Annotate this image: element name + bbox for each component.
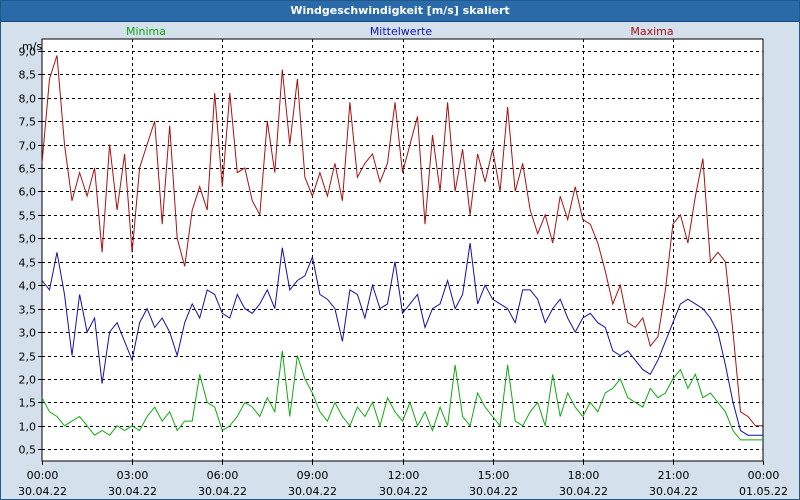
y-tick-label: 4,0 <box>19 280 37 293</box>
y-tick-label: 8,0 <box>19 93 37 106</box>
x-tick-label-date: 01.05.22 <box>739 485 788 498</box>
chart-title: Windgeschwindigkeit [m/s] skaliert <box>1 1 799 22</box>
x-tick-label-date: 30.04.22 <box>18 485 67 498</box>
y-tick-label: 6,5 <box>19 163 37 176</box>
y-tick-label: 4,5 <box>19 257 37 270</box>
legend-label-minima: Minima <box>126 25 166 38</box>
y-tick-label: 3,0 <box>19 327 37 340</box>
y-axis-label: m/s <box>22 40 42 53</box>
x-tick-label-time: 21:00 <box>658 469 690 482</box>
y-tick-label: 3,5 <box>19 304 37 317</box>
x-tick-label-time: 12:00 <box>388 469 420 482</box>
y-tick-label: 0,5 <box>19 444 37 457</box>
series-line-minima <box>41 350 763 441</box>
x-tick-label-date: 30.04.22 <box>649 485 698 498</box>
y-tick-label: 8,5 <box>19 69 37 82</box>
x-tick-label-date: 30.04.22 <box>198 485 247 498</box>
x-tick-label-time: 06:00 <box>207 469 239 482</box>
x-tick-label-date: 30.04.22 <box>469 485 518 498</box>
legend-label-mittelwerte: Mittelwerte <box>370 25 433 38</box>
x-tick-label-date: 30.04.22 <box>288 485 337 498</box>
legend-label-maxima: Maxima <box>630 25 673 38</box>
x-tick-label-time: 00:00 <box>27 469 59 482</box>
x-tick-label-time: 09:00 <box>297 469 329 482</box>
x-tick-label-time: 18:00 <box>568 469 600 482</box>
y-tick-label: 1,5 <box>19 397 37 410</box>
x-tick-label-time: 15:00 <box>478 469 510 482</box>
series-line-maxima <box>41 55 763 427</box>
y-tick-label: 5,5 <box>19 210 37 223</box>
y-tick-label: 1,0 <box>19 421 37 434</box>
y-tick-label: 2,0 <box>19 374 37 387</box>
y-tick-label: 2,5 <box>19 351 37 364</box>
y-tick-label: 7,0 <box>19 140 37 153</box>
y-tick-label: 9,0 <box>19 46 37 59</box>
x-tick-label-time: 03:00 <box>117 469 149 482</box>
plot-area <box>41 38 764 462</box>
x-tick-label-date: 30.04.22 <box>379 485 428 498</box>
y-tick-label: 5,0 <box>19 233 37 246</box>
series-line-mittelwerte <box>41 242 763 436</box>
y-tick-label: 6,0 <box>19 186 37 199</box>
x-tick-label-time: 00:00 <box>748 469 780 482</box>
y-tick-label: 7,5 <box>19 116 37 129</box>
x-tick-label-date: 30.04.22 <box>559 485 608 498</box>
x-tick-label-date: 30.04.22 <box>108 485 157 498</box>
